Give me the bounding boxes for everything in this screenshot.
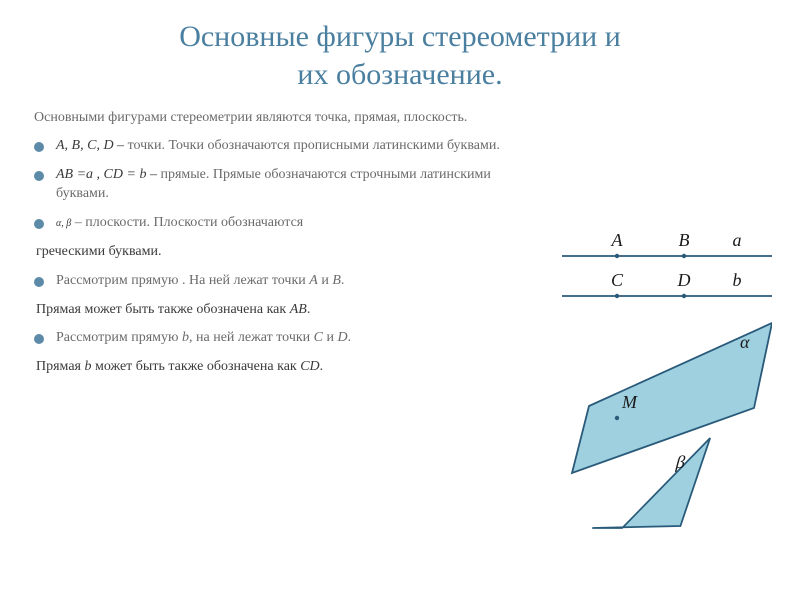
bullet-icon [34, 142, 44, 152]
bullet-item: AB =a , CD = b – прямые. Прямые обознача… [34, 166, 530, 204]
bullet-item: Рассмотрим прямую . На ней лежат точки A… [34, 272, 530, 291]
svg-text:B: B [679, 230, 690, 250]
svg-text:β: β [674, 452, 686, 472]
bullet-item: α, β – плоскости. Плоскости обозначаются [34, 214, 530, 233]
continuation-text: Прямая b может быть также обозначена как… [36, 358, 530, 377]
svg-text:C: C [611, 270, 624, 290]
geometry-svg: A Ba C Db α Mβ [562, 218, 772, 558]
bullet-item: A, B, C, D – точки. Точки обозначаются п… [34, 137, 530, 156]
content-area: Основными фигурами стереометрии являются… [0, 101, 560, 377]
continuation-text: Прямая может быть также обозначена как A… [36, 301, 530, 320]
title-line-2: их обозначение. [297, 58, 502, 91]
bullet-icon [34, 219, 44, 229]
bullet-icon [34, 334, 44, 344]
geometry-figure: A Ba C Db α Mβ [562, 218, 772, 558]
svg-text:M: M [621, 392, 638, 412]
slide-title: Основные фигуры стереометрии и их обозна… [0, 0, 800, 101]
bullet-text: Рассмотрим прямую b, на ней лежат точки … [56, 329, 351, 348]
intro-text: Основными фигурами стереометрии являются… [34, 109, 530, 127]
svg-text:a: a [733, 230, 742, 250]
bullet-text: α, β – плоскости. Плоскости обозначаются [56, 214, 303, 233]
svg-text:α: α [740, 332, 750, 352]
bullet-text: AB =a , CD = b – прямые. Прямые обознача… [56, 166, 530, 204]
bullet-icon [34, 171, 44, 181]
svg-text:D: D [677, 270, 691, 290]
bullet-item: Рассмотрим прямую b, на ней лежат точки … [34, 329, 530, 348]
svg-text:b: b [733, 270, 742, 290]
bullet-text: Рассмотрим прямую . На ней лежат точки A… [56, 272, 344, 291]
bullet-icon [34, 277, 44, 287]
svg-text:A: A [611, 230, 624, 250]
bullet-text: A, B, C, D – точки. Точки обозначаются п… [56, 137, 500, 156]
continuation-text: греческими буквами. [36, 243, 530, 262]
title-line-1: Основные фигуры стереометрии и [179, 20, 621, 53]
